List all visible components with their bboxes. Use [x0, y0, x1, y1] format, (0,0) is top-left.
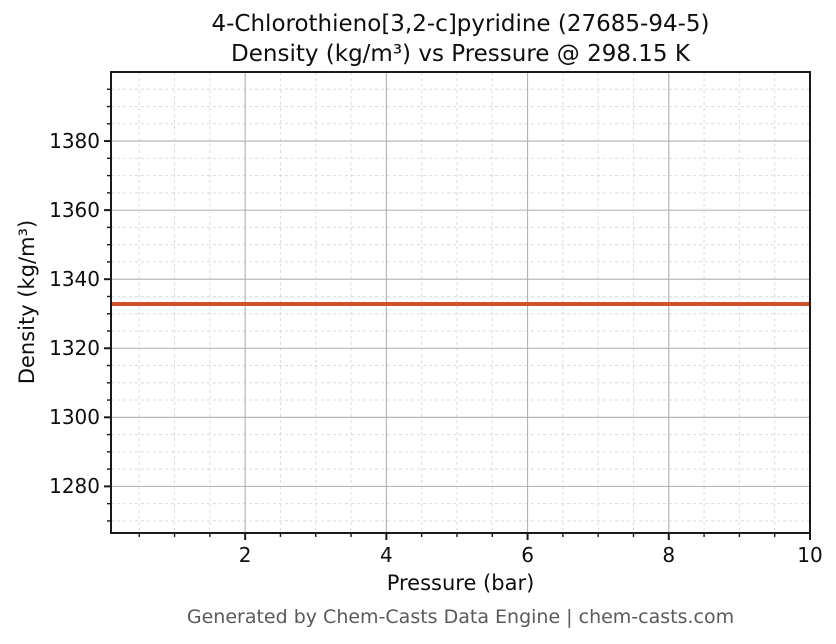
chart-title-line2: Density (kg/m³) vs Pressure @ 298.15 K [231, 41, 690, 67]
minor-gridlines [111, 72, 810, 533]
x-tick-label: 10 [797, 543, 823, 567]
plot-spines [110, 71, 811, 534]
y-tick-label: 1380 [49, 129, 100, 154]
chart-title-line1: 4-Chlorothieno[3,2-c]pyridine (27685-94-… [211, 11, 710, 37]
x-tick-label: 6 [521, 543, 534, 567]
x-tick-label: 4 [379, 543, 393, 567]
chart-title: 4-Chlorothieno[3,2-c]pyridine (27685-94-… [111, 9, 810, 69]
x-tick-label: 2 [238, 543, 252, 567]
y-tick-label: 1340 [49, 267, 100, 292]
x-axis-label: Pressure (bar) [386, 571, 535, 595]
x-tick-label: 8 [662, 543, 676, 567]
y-tick-label: 1280 [49, 474, 100, 499]
watermark-footer: Generated by Chem-Casts Data Engine | ch… [186, 606, 735, 628]
y-tick-label: 1300 [49, 405, 100, 430]
y-tick-label: 1320 [49, 336, 100, 361]
y-tick-label: 1360 [49, 198, 100, 223]
